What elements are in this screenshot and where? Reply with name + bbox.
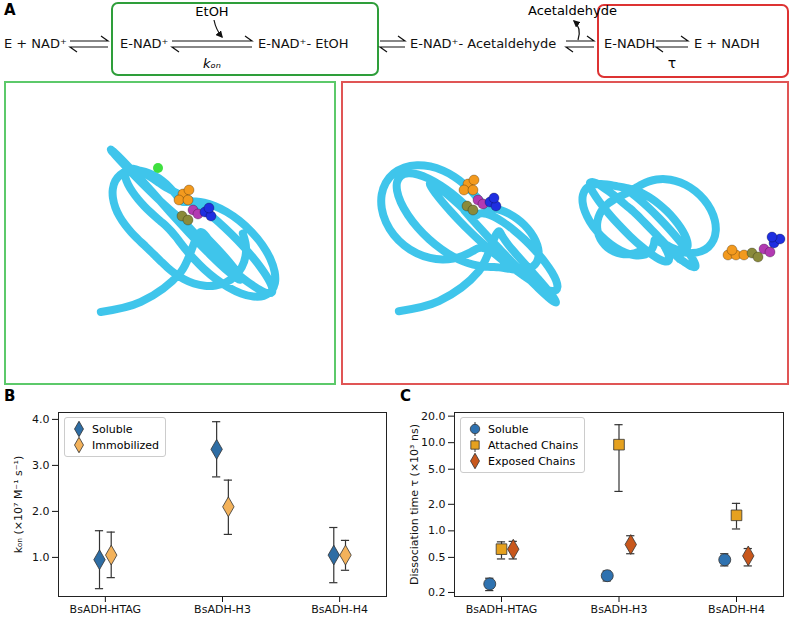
svg-text:E + NADH: E + NADH bbox=[694, 36, 760, 51]
svg-text:1.0: 1.0 bbox=[32, 551, 50, 564]
svg-text:BsADH-H3: BsADH-H3 bbox=[591, 603, 648, 616]
svg-text:Acetaldehyde: Acetaldehyde bbox=[528, 3, 617, 18]
svg-text:1.0: 1.0 bbox=[428, 524, 446, 537]
html-text:B: B bbox=[4, 387, 16, 405]
svg-text:2.0: 2.0 bbox=[428, 498, 446, 511]
html-text:Exposed Chains: Exposed Chains bbox=[488, 454, 576, 468]
html-text:C: C bbox=[400, 387, 411, 405]
svg-text:kₒₙ (×10⁷ M⁻¹ s⁻¹): kₒₙ (×10⁷ M⁻¹ s⁻¹) bbox=[12, 456, 25, 554]
svg-text:2.0: 2.0 bbox=[32, 505, 50, 518]
svg-text:τ: τ bbox=[668, 55, 676, 71]
html-text:Soluble: Soluble bbox=[488, 422, 529, 436]
svg-text:BsADH-H3: BsADH-H3 bbox=[194, 603, 251, 616]
svg-text:4.0: 4.0 bbox=[32, 413, 50, 426]
svg-text:20.0: 20.0 bbox=[421, 410, 446, 423]
svg-text:E-NAD⁺- EtOH: E-NAD⁺- EtOH bbox=[258, 36, 349, 51]
svg-text:BsADH-HTAG: BsADH-HTAG bbox=[70, 603, 142, 616]
svg-text:0.5: 0.5 bbox=[428, 551, 446, 564]
html-text:Immobilized: Immobilized bbox=[92, 438, 160, 452]
html-text:Soluble: Soluble bbox=[92, 422, 133, 436]
svg-text:BsADH-H4: BsADH-H4 bbox=[708, 603, 765, 616]
svg-text:kₒₙ: kₒₙ bbox=[203, 56, 221, 71]
svg-text:EtOH: EtOH bbox=[195, 4, 228, 19]
svg-text:5.0: 5.0 bbox=[428, 463, 446, 476]
svg-text:BsADH-HTAG: BsADH-HTAG bbox=[466, 603, 538, 616]
svg-text:E-NADH: E-NADH bbox=[604, 36, 655, 51]
svg-text:A: A bbox=[4, 1, 16, 19]
svg-text:0.2: 0.2 bbox=[428, 586, 446, 599]
svg-text:10.0: 10.0 bbox=[421, 436, 446, 449]
svg-text:3.0: 3.0 bbox=[32, 459, 50, 472]
svg-text:Dissociation time τ (×10³ ns): Dissociation time τ (×10³ ns) bbox=[408, 424, 421, 585]
svg-text:E-NAD⁺- Acetaldehyde: E-NAD⁺- Acetaldehyde bbox=[410, 36, 556, 51]
html-text:Attached Chains: Attached Chains bbox=[488, 438, 579, 452]
svg-text:E + NAD⁺: E + NAD⁺ bbox=[4, 36, 67, 51]
svg-text:BsADH-H4: BsADH-H4 bbox=[311, 603, 368, 616]
svg-text:E-NAD⁺: E-NAD⁺ bbox=[120, 36, 168, 51]
